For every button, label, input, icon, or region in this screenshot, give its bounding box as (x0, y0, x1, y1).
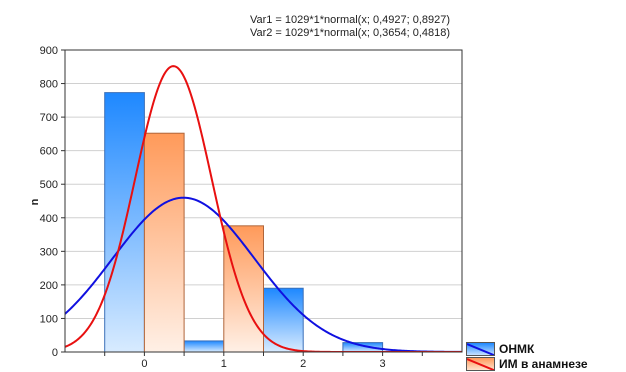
y-axis-label: n (29, 198, 41, 205)
legend-item-im: ИМ в анамнезе (466, 356, 588, 372)
bar-onmk-2 (263, 287, 304, 353)
legend-swatch-blue (466, 342, 495, 356)
x-tick-label: 0 (141, 358, 147, 369)
legend-label-onmk: ОНМК (499, 342, 535, 356)
legend-item-onmk: ОНМК (466, 341, 534, 357)
bar-onmk-1 (183, 340, 225, 353)
fit-label-1: Var1 = 1029*1*normal(x; 0,4927; 0,8927) (249, 14, 451, 26)
fit-label-2: Var2 = 1029*1*normal(x; 0,3654; 0,4818) (249, 27, 451, 39)
x-tick-label: 1 (221, 358, 227, 369)
y-tick-label: 300 (40, 246, 58, 258)
legend-label-im: ИМ в анамнезе (499, 357, 588, 371)
y-tick-label: 700 (40, 112, 58, 124)
bar-im-0 (143, 132, 185, 353)
y-tick-label: 0 (52, 347, 58, 359)
x-tick-label: 3 (380, 358, 386, 369)
axes: 0 100 200 300 400 500 600 700 800 900 0 1 2 3 (40, 45, 423, 369)
fit-curves (65, 65, 462, 352)
y-tick-label: 800 (40, 79, 58, 91)
y-tick-label: 500 (40, 179, 58, 191)
fit-curve-1 (65, 196, 462, 352)
x-tick-label: 2 (300, 358, 306, 369)
y-tick-label: 100 (40, 313, 58, 325)
y-tick-label: 400 (40, 213, 58, 225)
y-tick-label: 900 (40, 45, 58, 57)
bar-im-1 (223, 225, 265, 353)
fit-curve-2 (65, 65, 462, 352)
y-tick-label: 200 (40, 280, 58, 292)
y-tick-label: 600 (40, 146, 58, 158)
